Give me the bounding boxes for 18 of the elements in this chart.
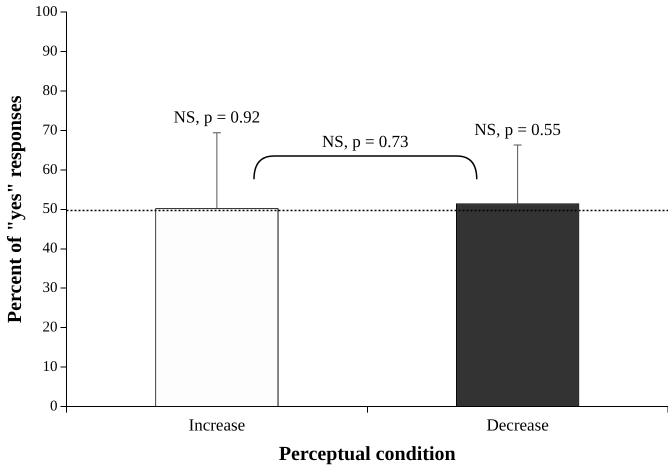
annotation: NS, p = 0.55: [474, 120, 561, 139]
x-axis-title: Perceptual condition: [278, 443, 456, 466]
x-tick-label: Decrease: [486, 415, 549, 434]
y-tick-label: 80: [42, 82, 58, 99]
y-tick-label: 50: [42, 201, 58, 218]
y-tick-label: 60: [42, 162, 58, 178]
y-tick-label: 90: [42, 43, 58, 60]
y-tick-label: 30: [42, 280, 58, 296]
x-tick-label: Increase: [188, 415, 246, 434]
y-tick-label: 20: [42, 320, 58, 336]
y-tick-label: 70: [42, 122, 58, 138]
annotation: NS, p = 0.73: [322, 132, 409, 151]
annotation: NS, p = 0.92: [174, 108, 260, 127]
y-tick-label: 40: [42, 240, 58, 257]
y-tick-label: 0: [50, 398, 58, 415]
y-tick-label: 100: [35, 4, 58, 20]
y-tick-label: 10: [42, 359, 58, 376]
y-axis-title: Percent of "yes" responses: [4, 95, 26, 324]
